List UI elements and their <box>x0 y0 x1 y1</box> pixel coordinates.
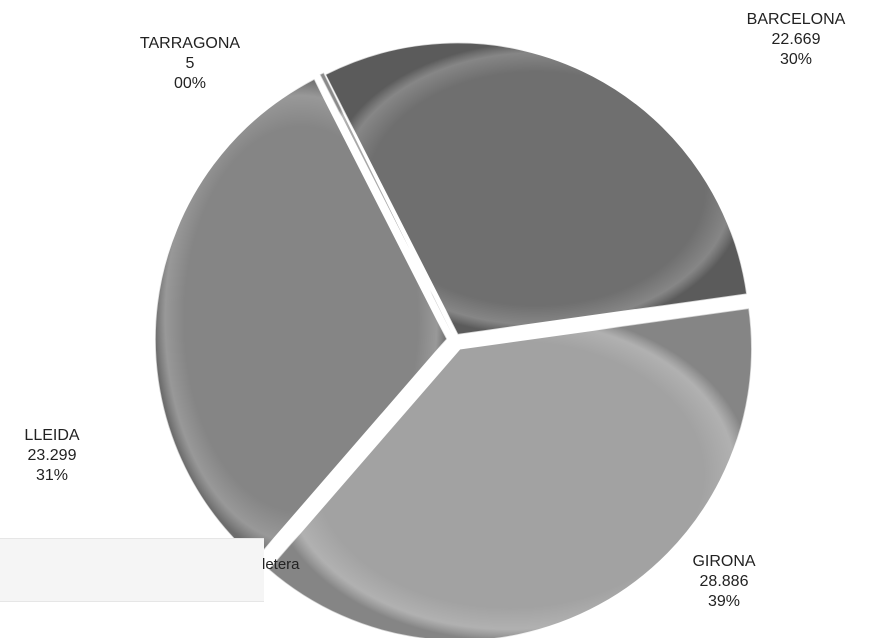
overlay-text-fragment: letera <box>262 556 300 573</box>
pie-slice-shading-barcelona <box>325 42 747 335</box>
slice-percent: 00% <box>173 75 207 92</box>
slice-percent: 30% <box>779 51 813 68</box>
slice-label-girona: GIRONA 28.886 39% <box>674 552 774 612</box>
slice-value: 28.886 <box>699 573 749 590</box>
slice-category: TARRAGONA <box>139 35 241 52</box>
pie-slice-shading-tarragona <box>319 72 453 335</box>
slice-value: 23.299 <box>27 447 77 464</box>
overlay-panel <box>0 538 264 602</box>
slice-percent: 39% <box>707 593 741 610</box>
slice-value: 5 <box>185 55 195 72</box>
slice-percent: 31% <box>35 467 69 484</box>
slice-category: GIRONA <box>692 553 756 570</box>
slice-label-barcelona: BARCELONA 22.669 30% <box>726 10 866 70</box>
pie-slice-shading-girona <box>268 308 752 638</box>
slice-category: BARCELONA <box>746 11 846 28</box>
slice-value: 22.669 <box>771 31 821 48</box>
pie-slice-shading-lleida <box>155 78 448 560</box>
slice-label-lleida: LLEIDA 23.299 31% <box>12 426 92 486</box>
slice-category: LLEIDA <box>24 427 80 444</box>
slice-label-tarragona: TARRAGONA 5 00% <box>110 34 270 94</box>
